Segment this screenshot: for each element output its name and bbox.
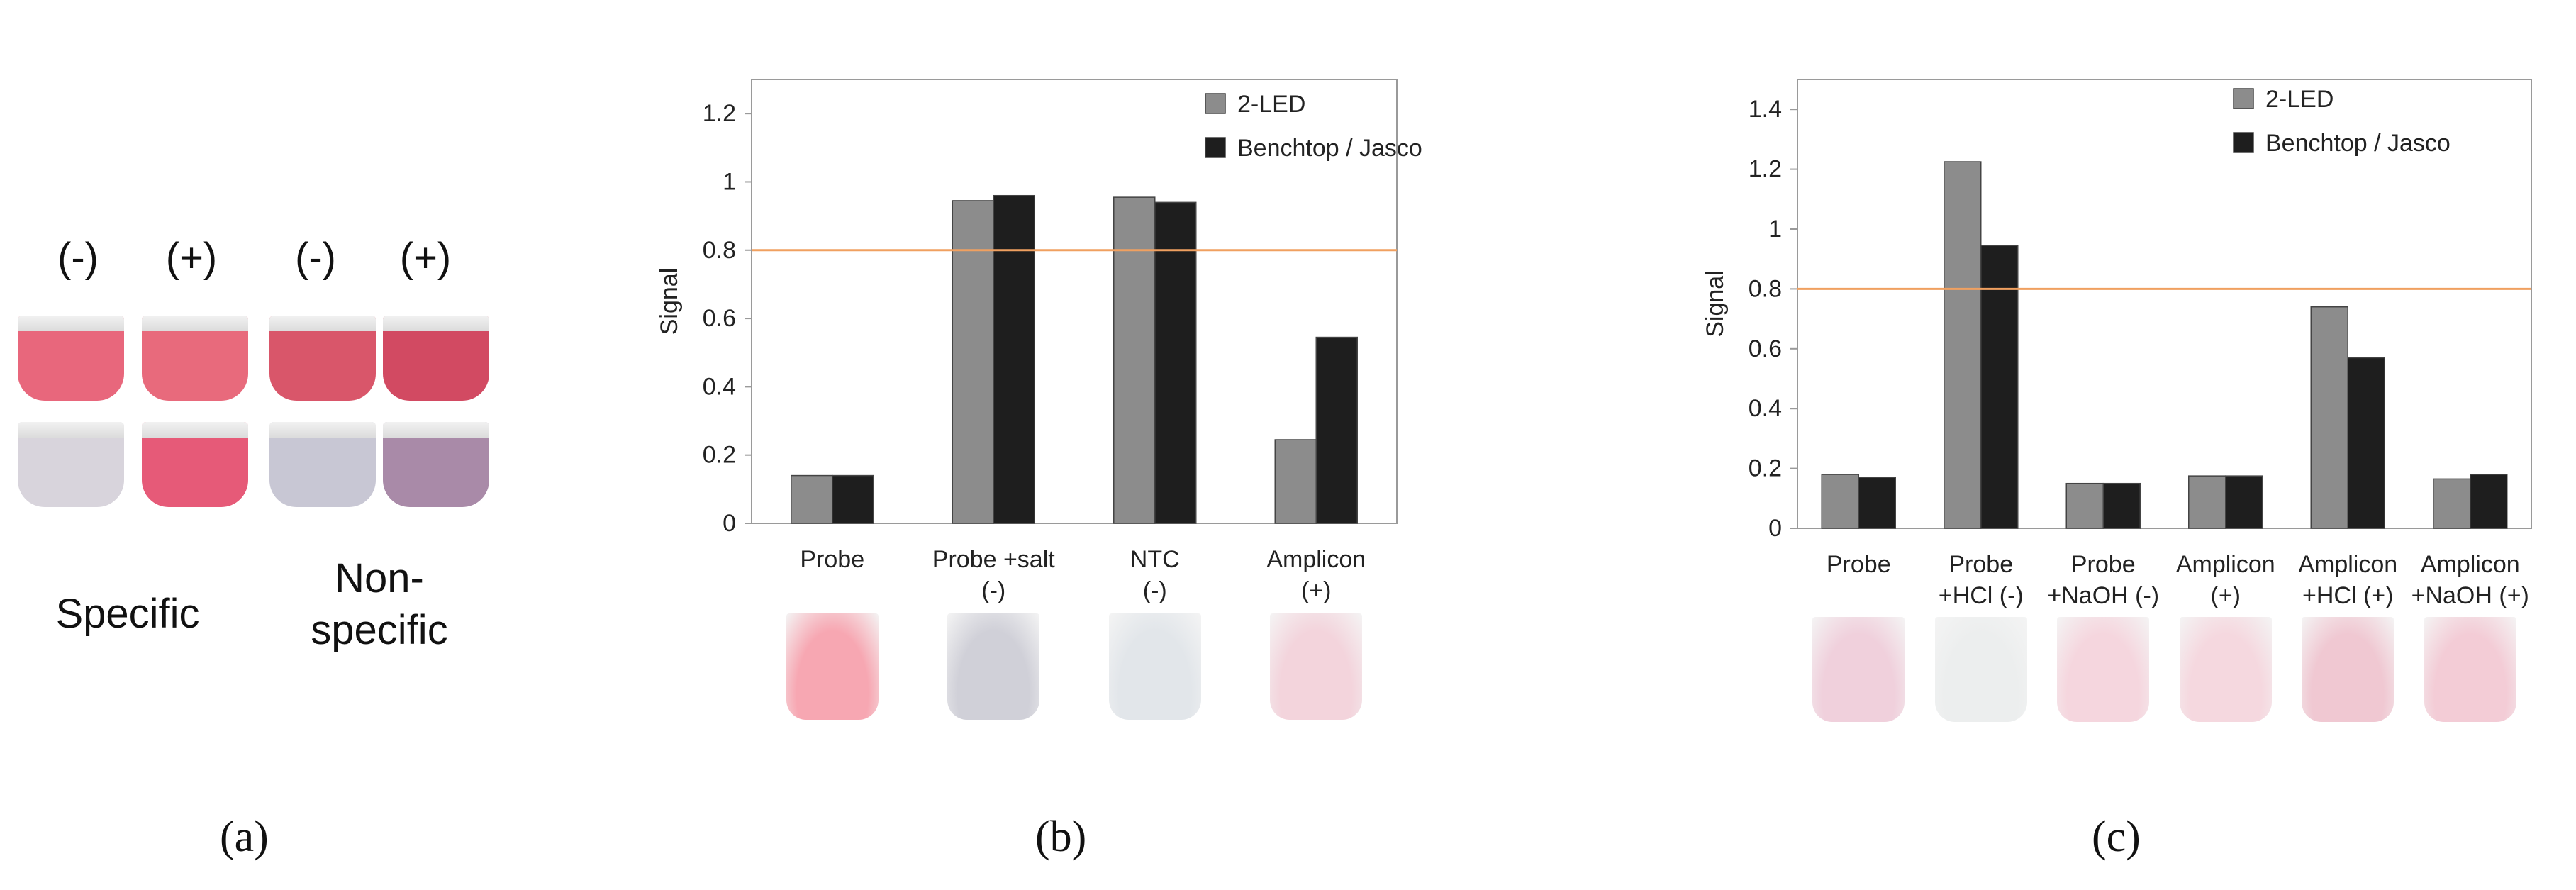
y-tick-label: 0.6 xyxy=(703,305,736,332)
legend-label: 2-LED xyxy=(1237,91,1305,118)
bar-benchtop-2 xyxy=(1980,245,2019,529)
group-label-nonspecific: Non- specific xyxy=(273,553,486,656)
category-label: (+) xyxy=(1301,577,1332,604)
category-label: Amplicon xyxy=(2421,551,2520,578)
tube-photo-bottom-4 xyxy=(383,422,489,507)
y-tick-label: 1.2 xyxy=(1749,156,1782,183)
panel-c: 0 0.2 0.4 0.6 0.8 1 1.2 1.4 Signal Probe Probe +HCl… xyxy=(1666,0,2576,890)
legend-swatch xyxy=(1205,93,1226,114)
y-tick-label: 1 xyxy=(1768,216,1782,243)
bar-two-led-4 xyxy=(2188,475,2226,529)
bar-two-led-2 xyxy=(1944,161,1982,529)
legend-label: Benchtop / Jasco xyxy=(2265,130,2450,157)
y-axis-label: Signal xyxy=(656,268,683,335)
y-tick-label: 1.4 xyxy=(1749,96,1782,123)
bar-benchtop-4 xyxy=(2225,475,2263,529)
category-label: +HCl (-) xyxy=(1939,582,2024,609)
cuvette-photo-2 xyxy=(947,613,1040,720)
legend-label: 2-LED xyxy=(2265,86,2334,113)
bar-benchtop-6 xyxy=(2470,474,2508,529)
legend-swatch xyxy=(2233,88,2254,109)
panel-label-a: (a) xyxy=(220,813,269,861)
category-label: Amplicon xyxy=(2298,551,2397,578)
bar-two-led-2 xyxy=(952,200,994,524)
y-axis-label: Signal xyxy=(1702,270,1729,338)
category-label: Probe +salt xyxy=(932,546,1055,573)
bar-two-led-4 xyxy=(1274,439,1317,524)
cuvette-photo-2 xyxy=(1934,617,2027,722)
plot-frame xyxy=(1797,79,2532,529)
bar-benchtop-2 xyxy=(993,194,1035,524)
cuvette-photo-5 xyxy=(2302,617,2394,722)
column-label-1: (-) xyxy=(57,235,99,281)
category-label: Probe xyxy=(1948,551,2013,578)
category-label: +NaOH (-) xyxy=(2047,582,2159,609)
category-label: +HCl (+) xyxy=(2302,582,2393,609)
column-label-3: (-) xyxy=(295,235,336,281)
category-label: NTC xyxy=(1130,546,1180,573)
tube-photo-top-3 xyxy=(269,316,376,401)
cuvette-photo-1 xyxy=(1812,617,1905,722)
cuvette-photo-4 xyxy=(2179,617,2272,722)
tube-photo-bottom-3 xyxy=(269,422,376,507)
category-label: (-) xyxy=(981,577,1005,604)
y-tick-label: 0.2 xyxy=(1749,455,1782,482)
category-label: (+) xyxy=(2211,582,2241,609)
plot-frame xyxy=(751,79,1398,524)
bar-two-led-5 xyxy=(2310,306,2348,529)
cuvette-photo-1 xyxy=(786,613,879,720)
y-tick-label: 0.6 xyxy=(1749,335,1782,362)
y-tick-label: 1.2 xyxy=(703,100,736,127)
y-tick-label: 0 xyxy=(1768,515,1782,542)
legend-label: Benchtop / Jasco xyxy=(1237,135,1422,162)
panel-b: 0 0.2 0.4 0.6 0.8 1 1.2 Signal Probe Probe +salt (… xyxy=(624,0,1517,890)
bar-two-led-1 xyxy=(1821,474,1859,529)
chart-b: 0 0.2 0.4 0.6 0.8 1 1.2 Signal Probe Probe +salt (… xyxy=(656,79,1422,604)
group-label-specific: Specific xyxy=(55,591,200,637)
category-label: Probe xyxy=(2071,551,2136,578)
legend-swatch xyxy=(2233,132,2254,153)
y-tick-label: 0 xyxy=(723,510,736,537)
bar-benchtop-3 xyxy=(2102,482,2141,529)
y-tick-label: 0.4 xyxy=(703,373,736,400)
bar-benchtop-5 xyxy=(2347,357,2385,529)
y-tick-label: 1 xyxy=(723,168,736,195)
tube-photo-bottom-1 xyxy=(18,422,124,507)
tube-photo-bottom-2 xyxy=(142,422,248,507)
bar-benchtop-1 xyxy=(832,474,874,524)
category-label: (-) xyxy=(1143,577,1167,604)
cuvette-photo-4 xyxy=(1270,613,1363,720)
tube-photo-top-2 xyxy=(142,316,248,401)
category-label: Amplicon xyxy=(1266,546,1366,573)
y-tick-label: 0.2 xyxy=(703,442,736,469)
bar-two-led-3 xyxy=(1113,196,1156,524)
column-label-2: (+) xyxy=(165,235,218,281)
panel-label-c: (c) xyxy=(2092,813,2141,861)
bar-benchtop-4 xyxy=(1315,336,1358,524)
y-tick-label: 0.8 xyxy=(1749,275,1782,302)
bar-two-led-6 xyxy=(2433,478,2471,529)
y-tick-label: 0.4 xyxy=(1749,395,1782,422)
bar-benchtop-3 xyxy=(1154,201,1197,524)
chart-c: 0 0.2 0.4 0.6 0.8 1 1.2 1.4 Signal Probe Probe +HCl… xyxy=(1702,79,2532,609)
legend-swatch xyxy=(1205,137,1226,158)
bar-two-led-1 xyxy=(791,474,833,524)
column-label-4: (+) xyxy=(399,235,452,281)
panel-a: (-) (+) (-) (+) Specific Non- specific (… xyxy=(0,0,511,890)
group-label-nonspecific-text: Non- specific xyxy=(311,555,448,653)
panel-label-b: (b) xyxy=(1035,813,1087,861)
category-label: Probe xyxy=(1827,551,1891,578)
bar-two-led-3 xyxy=(2065,482,2104,529)
bar-benchtop-1 xyxy=(1858,477,1896,529)
cuvette-photo-3 xyxy=(2057,617,2150,722)
tube-photo-top-4 xyxy=(383,316,489,401)
cuvette-photo-3 xyxy=(1108,613,1201,720)
y-tick-label: 0.8 xyxy=(703,237,736,264)
category-label: +NaOH (+) xyxy=(2411,582,2529,609)
category-label: Probe xyxy=(800,546,864,573)
category-label: Amplicon xyxy=(2176,551,2275,578)
tube-photo-top-1 xyxy=(18,316,124,401)
cuvette-photo-6 xyxy=(2424,617,2516,722)
